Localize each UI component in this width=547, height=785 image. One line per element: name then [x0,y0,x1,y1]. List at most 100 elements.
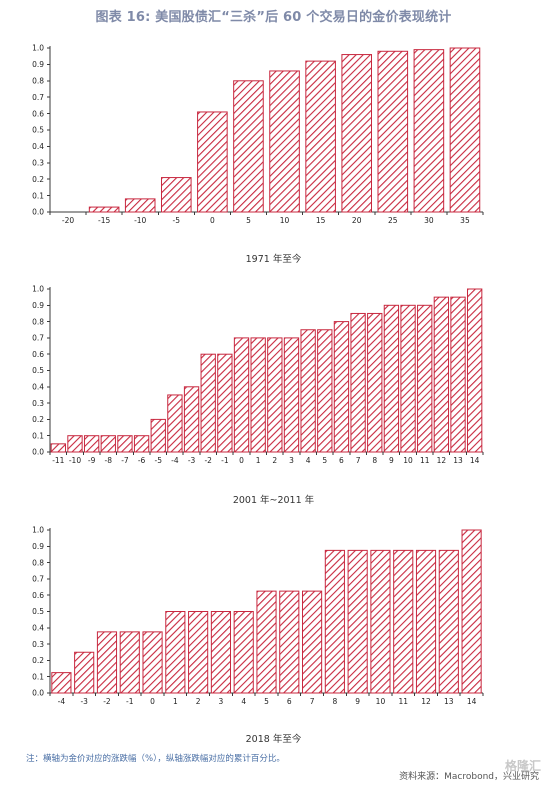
bar [160,177,192,213]
x-tick-label: -1 [221,456,229,465]
x-tick-label: -10 [69,456,81,465]
x-tick-label: 7 [356,456,361,465]
bar [167,394,183,453]
bar [197,111,228,213]
y-tick-label: 0.6 [32,109,44,118]
bar [188,611,209,694]
x-tick-label: 13 [444,697,454,706]
x-tick-label: 20 [352,216,362,225]
x-tick-label: -2 [103,697,111,706]
bar [133,435,150,453]
bar [333,321,350,453]
bar [350,312,366,453]
x-tick-label: -4 [58,697,66,706]
x-tick-label: 5 [246,216,251,225]
bar [393,549,414,694]
x-tick-label: 25 [388,216,398,225]
bar [233,80,264,213]
watermark-logo: 格隆汇 [504,759,541,773]
bar [183,386,200,453]
chart-caption-1971: 1971 年至今 [245,254,302,265]
x-tick-label: 3 [289,456,294,465]
x-tick-label: 6 [339,456,344,465]
bar [370,549,391,694]
bar [119,631,140,694]
y-tick-label: 0.4 [32,142,44,151]
bar [83,435,100,453]
bar [74,651,95,694]
y-tick-label: 0.2 [32,656,44,665]
chart-2018-to-now: 0.0 0.1 0.2 0.3 0.4 0.5 0.6 0.7 0.8 0.9 1.0 -4 -3 -2 -… [32,526,484,706]
x-tick-label: 0 [210,216,215,225]
bar [50,443,66,453]
y-tick-label: 0.0 [32,208,44,217]
x-tick-label: 2 [272,456,277,465]
chart-caption-2001-2011: 2001 年~2011 年 [232,495,315,506]
bar [341,54,373,213]
x-tick-label: 0 [239,456,244,465]
x-tick-label: 9 [355,697,360,706]
y-tick-label: 0.5 [32,126,44,135]
y-tick-label: 0.8 [32,558,44,567]
x-tick-label: -11 [52,456,64,465]
bar [269,70,300,213]
y-tick-label: 0.3 [32,159,44,168]
bar [217,353,233,453]
bar [467,288,483,453]
bar [250,337,266,453]
x-tick-label: -8 [105,456,113,465]
y-tick-label: 0.6 [32,591,44,600]
bar [279,590,300,694]
bar [383,304,400,453]
x-tick-label: 14 [470,456,480,465]
x-tick-label: -3 [188,456,196,465]
bar [450,296,466,453]
bar [233,611,254,694]
x-tick-label: 9 [389,456,394,465]
y-tick-label: 0.9 [32,60,44,69]
bar [200,353,216,453]
x-tick-label: 5 [322,456,327,465]
y-tick-label: 0.4 [32,624,44,633]
bar [142,631,163,694]
x-tick-label: -15 [98,216,110,225]
x-tick-label: -6 [138,456,146,465]
x-tick-label: 11 [420,456,430,465]
bar [51,672,72,694]
bar [438,549,459,694]
x-tick-label: 11 [398,697,408,706]
footnote: 注：横轴为金价对应的涨跌幅（%），纵轴涨跌幅对应的累计百分比。 [26,754,285,764]
bar [210,611,231,694]
bar [283,337,300,453]
bar [400,304,416,453]
bar [415,549,437,694]
x-tick-label: 10 [376,697,386,706]
bar [150,418,166,453]
bar [413,49,445,213]
x-tick-label: -7 [121,456,129,465]
x-tick-label: 6 [287,697,292,706]
bar [267,337,283,453]
y-tick-label: 0.1 [32,672,44,681]
x-tick-label: -9 [88,456,96,465]
x-tick-label: -10 [134,216,146,225]
x-tick-label: 4 [241,697,246,706]
bar [317,329,333,453]
bar [305,60,336,213]
bar [300,329,316,453]
y-tick-label: 0.8 [32,77,44,86]
y-tick-label: 1.0 [32,526,44,535]
bar [124,198,156,213]
x-tick-label: 13 [453,456,463,465]
y-tick-label: 0.5 [32,607,44,616]
y-tick-label: 1.0 [32,285,44,294]
x-tick-label: 12 [437,456,447,465]
y-tick-label: 0.1 [32,431,44,440]
bar [165,611,186,694]
bar [449,47,481,213]
x-tick-label: 0 [150,697,155,706]
x-tick-label: 2 [196,697,201,706]
y-tick-label: 0.2 [32,415,44,424]
x-tick-label: 10 [403,456,413,465]
